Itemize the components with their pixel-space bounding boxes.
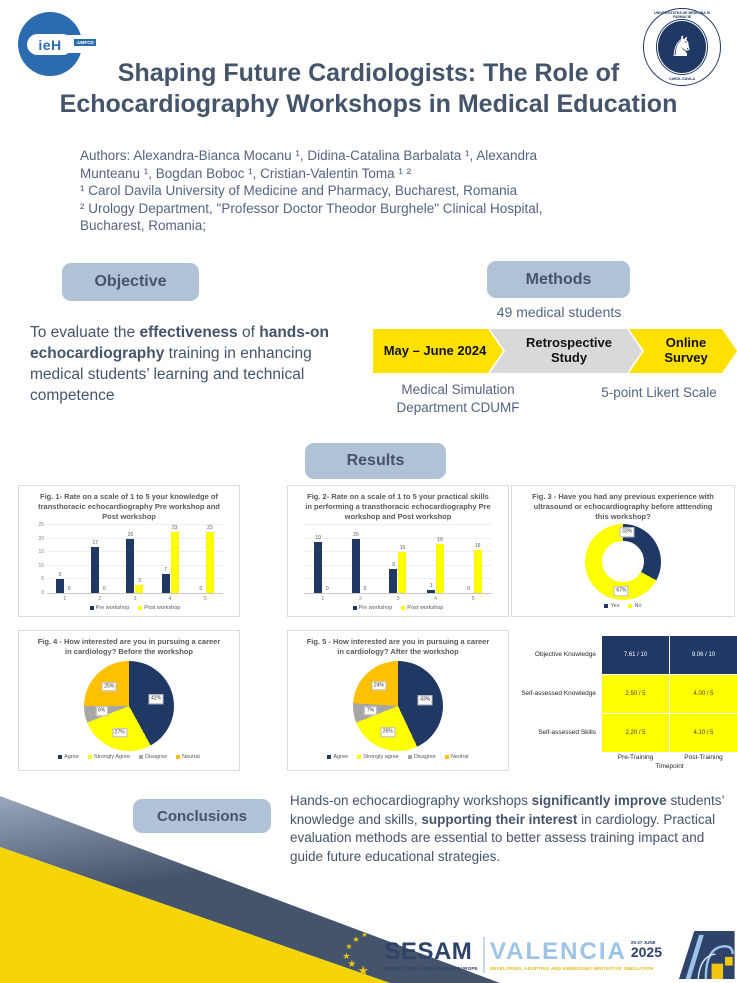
table-cell: 2.50 / 5 — [602, 675, 669, 713]
figure3-title: Fig. 3 - Have you had any previous exper… — [532, 492, 714, 521]
authors-line: Authors: Alexandra-Bianca Mocanu ¹, Didi… — [80, 148, 538, 163]
timeline-arrow-dates: May – June 2024 — [373, 329, 503, 373]
table-axis-label: Timepoint — [655, 763, 684, 770]
objective-text-bold: hands-on echocardiography — [30, 324, 329, 362]
objective-text-part: of — [237, 324, 260, 341]
results-badge: Results — [305, 443, 446, 479]
conclusions-text: Hands-on echocardiography workshops sign… — [290, 792, 732, 866]
authors-block: Authors: Alexandra-Bianca Mocanu ¹, Didi… — [80, 147, 660, 235]
row-label: Objective Knowledge — [534, 651, 596, 659]
objective-badge: Objective — [62, 263, 199, 301]
cieh-pill: ieH — [27, 34, 73, 55]
figure5-pie-chart: 43% 26% 7% 24% Agree Strongly agree Disagree Ne… — [294, 657, 502, 767]
table-row: Objective Knowledge 7.61 / 10 9.06 / 10 — [505, 636, 737, 674]
figure2-bar-chart: 19 0 20 0 9 15 1 18 0 16 1 2 3 4 5 Pre workshop Post wor… — [294, 521, 502, 612]
table-cell: 7.61 / 10 — [602, 636, 669, 674]
conference-dates: 25-27 JUNE — [630, 939, 656, 945]
poster-title-line1: Shaping Future Cardiologists: The Role o… — [117, 59, 620, 87]
figure2-card: Fig. 2- Rate on a scale of 1 to 5 your p… — [287, 485, 509, 617]
valencia-building-icon — [678, 931, 735, 979]
table-row: Self-assessed Skills 2.20 / 5 4.10 / 5 — [505, 714, 737, 752]
cieh-umfcd-logo: ieH -UMFCD — [18, 12, 124, 78]
affiliation-line: ² Urology Department, "Professor Doctor … — [80, 200, 543, 216]
objective-text: To evaluate the effectiveness of hands-o… — [30, 322, 332, 406]
cieh-logo-suffix: -UMFCD — [74, 39, 96, 46]
figure1-bar-chart: 0 5 10 15 20 25 5 0 17 0 20 3 7 23 0 23 1 2 3 4 5 Pre worksho… — [25, 521, 233, 612]
figure4-title: Fig. 4 - How interested are you in pursu… — [37, 637, 221, 656]
column-header: Post-Training — [684, 754, 723, 761]
seal-ring-text: UNIVERSITATEA DE MEDICINA SI FARMACIE — [654, 11, 710, 19]
figure4-card: Fig. 4 - How interested are you in pursu… — [18, 630, 240, 771]
timeline-arrow-survey: Online Survey — [629, 329, 737, 373]
row-label: Self-assessed Knowledge — [521, 690, 596, 698]
objective-text-bold: effectiveness — [139, 324, 238, 341]
objective-text-part: To evaluate the — [30, 324, 140, 341]
objective-text-part: training in enhancing medical students’ … — [30, 345, 312, 404]
valencia-name: VALENCIA — [489, 937, 627, 965]
authors-line: Munteanu ¹, Bogdan Boboc ¹, Cristian-Val… — [80, 165, 412, 181]
conference-year: 2025 — [630, 944, 662, 960]
conclusions-badge: Conclusions — [133, 799, 271, 833]
figure3-donut-chart: 33% 67% Yes No — [518, 521, 728, 612]
row-label: Self-assessed Skills — [538, 729, 596, 737]
valencia-wordmark: VALENCIA 25-27 JUNE 2025 DEVELOPING, ADO… — [489, 937, 662, 971]
sesam-wordmark: SESAM SOCIETY FOR SIMULATION IN EUROPE — [384, 937, 478, 971]
poster-title: Shaping Future Cardiologists: The Role o… — [0, 58, 737, 120]
summary-table: Objective Knowledge 7.61 / 10 9.06 / 10 … — [505, 636, 737, 770]
table-row: Self-assessed Knowledge 2.50 / 5 4.00 / … — [505, 675, 737, 713]
figure1-title: Fig. 1- Rate on a scale of 1 to 5 your k… — [38, 492, 220, 521]
timeline-arrow-study: Retrospective Study — [490, 329, 642, 373]
methods-badge: Methods — [487, 261, 630, 298]
sesam-stars-icon: ★ ★ ★ ★ ★ ★ — [342, 932, 370, 978]
figure1-card: Fig. 1- Rate on a scale of 1 to 5 your k… — [18, 485, 240, 617]
seal-bottom-text: CAROL DAVILA — [668, 77, 696, 81]
figure5-title: Fig. 5 - How interested are you in pursu… — [306, 637, 490, 656]
methods-note-likert: 5-point Likert Scale — [601, 385, 717, 400]
figure2-title: Fig. 2- Rate on a scale of 1 to 5 your p… — [305, 492, 491, 521]
seal-shield: ♞ — [656, 19, 708, 75]
sesam-name: SESAM — [384, 937, 473, 965]
affiliation-line: Bucharest, Romania; — [80, 218, 207, 233]
poster-title-line2: Echocardiography Workshops in Medical Ed… — [59, 90, 678, 118]
table-column-headers: Pre-Training Post-Training — [505, 754, 737, 761]
university-seal: UNIVERSITATEA DE MEDICINA SI FARMACIE ♞ … — [643, 8, 721, 86]
conclusions-text-part: students’ knowledge and skills, — [290, 793, 724, 827]
cieh-logo-text: ieH — [38, 36, 62, 53]
figure4-pie-chart: 42% 27% 6% 25% Agree Strongly Agree Disagree Ne… — [25, 657, 233, 767]
affiliation-line: ¹ Carol Davila University of Medicine an… — [80, 183, 518, 198]
figure3-card: Fig. 3 - Have you had any previous exper… — [511, 485, 735, 617]
methods-timeline: May – June 2024 Retrospective Study Onli… — [373, 329, 737, 373]
table-cell: 9.06 / 10 — [670, 636, 737, 674]
sesam-subtitle: SOCIETY FOR SIMULATION IN EUROPE — [384, 965, 478, 971]
centaur-icon: ♞ — [669, 31, 695, 62]
sample-size-text: 49 medical students — [496, 304, 622, 320]
table-cell: 4.10 / 5 — [670, 714, 737, 752]
decorative-diagonal-bands — [0, 796, 500, 983]
conclusions-text-part: in cardiology. Practical evaluation meth… — [290, 811, 716, 864]
figure5-card: Fig. 5 - How interested are you in pursu… — [287, 630, 509, 771]
conference-tagline: DEVELOPING, ADOPTING AND EMBEDDING INNOV… — [489, 965, 654, 971]
sesam-valencia-logo: ★ ★ ★ ★ ★ ★ SESAM SOCIETY FOR SIMULATION IN … — [341, 931, 735, 979]
table-cell: 4.00 / 5 — [670, 675, 737, 713]
conclusions-text-bold: supporting their interest — [421, 811, 578, 827]
footer-divider — [482, 937, 485, 973]
methods-note-department: Medical Simulation Department CDUMF — [396, 382, 520, 415]
conclusions-text-bold: significantly improve — [531, 793, 667, 808]
table-cell: 2.20 / 5 — [602, 714, 669, 752]
column-header: Pre-Training — [617, 754, 654, 761]
conclusions-text-part: Hands-on echocardiography workshops — [290, 793, 532, 808]
